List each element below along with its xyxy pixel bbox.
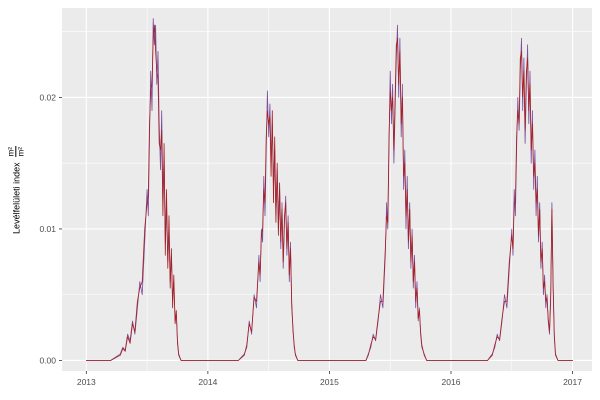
x-tick-label: 2013 [77,377,96,387]
y-tick-label: 0.00 [39,355,56,365]
y-axis-unit-numerator: m² [6,146,17,158]
x-tick-label: 2015 [320,377,339,387]
x-tick-label: 2014 [198,377,217,387]
panel-background [62,8,592,371]
x-tick-label: 2016 [442,377,461,387]
y-axis-unit-denominator: m² [16,147,26,157]
y-axis-unit-fraction: m² m² [6,146,26,158]
y-axis-title: Levélfelületi index m² m² [6,146,26,234]
series-line-series-2-dark-red [85,24,573,361]
x-tick-label: 2017 [563,377,582,387]
y-axis-title-text: Levélfelületi index [11,162,21,234]
y-tick-label: 0.02 [39,92,56,102]
y-tick-label: 0.01 [39,224,56,234]
